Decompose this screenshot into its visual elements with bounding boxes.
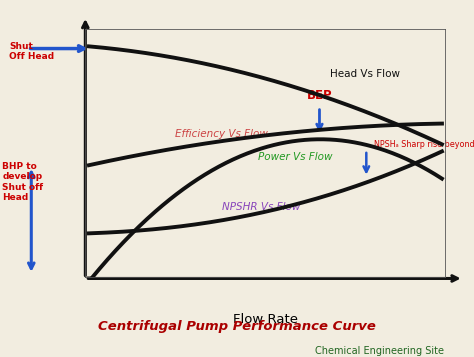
Text: Flow Rate: Flow Rate bbox=[233, 313, 298, 326]
Text: Shut
Off Head: Shut Off Head bbox=[9, 42, 55, 61]
Text: Power Vs Flow: Power Vs Flow bbox=[258, 152, 333, 162]
Text: NPSHR Vs Flow: NPSHR Vs Flow bbox=[222, 202, 301, 212]
Text: Head Vs Flow: Head Vs Flow bbox=[330, 69, 400, 79]
Text: Chemical Engineering Site: Chemical Engineering Site bbox=[315, 346, 444, 356]
Text: BEP: BEP bbox=[307, 89, 332, 102]
Text: NPSHₐ Sharp rise beyond BEP: NPSHₐ Sharp rise beyond BEP bbox=[374, 140, 474, 149]
Bar bbox=[85, 29, 446, 278]
Text: Centrifugal Pump Performance Curve: Centrifugal Pump Performance Curve bbox=[98, 320, 376, 333]
Text: BHP to
develop
Shut off
Head: BHP to develop Shut off Head bbox=[2, 162, 44, 202]
Text: Efficiency Vs Flow: Efficiency Vs Flow bbox=[175, 129, 268, 139]
